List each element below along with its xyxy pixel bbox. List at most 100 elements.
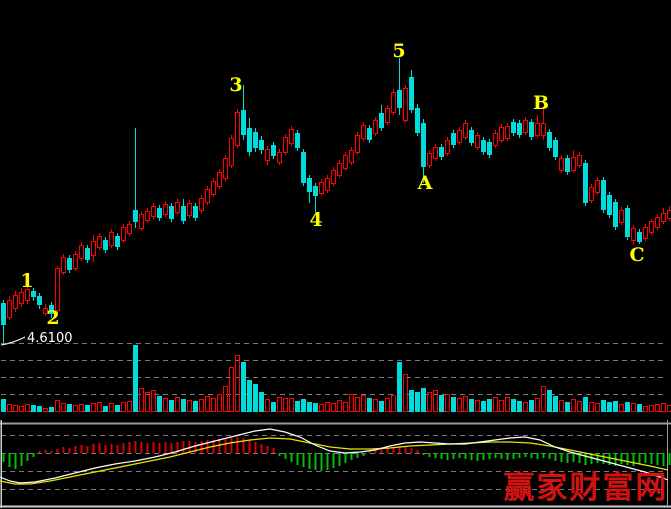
candle-body-up (355, 135, 360, 153)
volume-bar-up (391, 395, 396, 412)
candle-body-down (85, 248, 90, 260)
wave-label-C: C (629, 244, 644, 266)
candle-body-down (547, 132, 552, 148)
candle-body-down (193, 206, 198, 218)
candle-body-up (649, 221, 654, 233)
candle-body-up (79, 245, 84, 259)
candle-body-up (571, 157, 576, 171)
volume-bar-up (205, 396, 210, 412)
candle-body-down (553, 140, 558, 157)
volume-bar-up (145, 392, 150, 412)
volume-bar-down (367, 398, 372, 412)
candle-body-down (259, 140, 264, 150)
candle-body-up (505, 126, 510, 139)
candle-body-up (373, 120, 378, 134)
volume-bar-down (169, 400, 174, 412)
candle-body-up (661, 213, 666, 222)
candle-body-up (139, 214, 144, 229)
candle-body-up (463, 123, 468, 138)
volume-bar-down (439, 395, 444, 412)
candle-body-up (337, 163, 342, 176)
volume-bar-up (667, 405, 671, 412)
candle-body-up (331, 170, 336, 184)
volume-bar-up (163, 398, 168, 412)
candle-body-down (487, 142, 492, 155)
candle-body-down (511, 122, 516, 133)
candle-body-up (217, 172, 222, 187)
volume-bar-up (433, 390, 438, 412)
candle-body-down (583, 163, 588, 203)
candle-body-up (19, 292, 24, 304)
volume-bar-down (553, 396, 558, 412)
volume-bar-up (43, 408, 48, 412)
volume-bar-up (499, 400, 504, 412)
volume-bar-up (631, 403, 636, 412)
candle-body-down (625, 208, 630, 237)
candle-body-up (325, 178, 330, 191)
volume-bar-up (457, 398, 462, 412)
volume-bar-down (31, 405, 36, 412)
candle-body-up (535, 123, 540, 136)
candle-body-down (271, 145, 276, 156)
candle-body-up (55, 268, 60, 311)
volume-bar-up (661, 403, 666, 412)
candle-body-up (457, 130, 462, 143)
candle-body-up (265, 149, 270, 161)
candle-body-up (145, 211, 150, 221)
dif-line (0, 428, 669, 484)
volume-bar-up (343, 402, 348, 412)
volume-bar-down (295, 401, 300, 412)
volume-bar-down (397, 362, 402, 412)
candle-body-down (451, 133, 456, 145)
site-watermark: 赢家财富网 (504, 470, 669, 506)
candle-body-down (133, 210, 138, 222)
volume-bar-down (271, 402, 276, 412)
volume-bar-up (199, 399, 204, 412)
volume-bar-down (451, 397, 456, 412)
candle-body-down (529, 122, 534, 137)
candle-body-down (307, 178, 312, 192)
volume-bar-up (121, 402, 126, 412)
volume-bar-up (55, 400, 60, 412)
volume-bar-up (655, 404, 660, 412)
candle-body-down (439, 147, 444, 157)
candle-body-up (655, 217, 660, 228)
volume-bar-up (235, 355, 240, 412)
candle-body-down (241, 110, 246, 135)
candle-body-up (391, 92, 396, 113)
candle-body-up (61, 257, 66, 273)
volume-bar-up (385, 398, 390, 412)
candle-body-down (613, 202, 618, 227)
candle-body-up (361, 125, 366, 139)
volume-bar-down (49, 407, 54, 412)
candle-body-up (277, 152, 282, 163)
volume-bar-down (409, 390, 414, 412)
volume-bar-up (175, 397, 180, 412)
volume-bar-up (61, 403, 66, 412)
candle-body-down (115, 236, 120, 247)
candle-body-up (433, 147, 438, 159)
volume-bar-up (283, 398, 288, 412)
candle-body-up (319, 182, 324, 194)
wave-label-3: 3 (229, 74, 242, 96)
candle-body-up (403, 88, 408, 121)
volume-bar-down (487, 399, 492, 412)
volume-bar-down (529, 400, 534, 412)
candle-body-up (175, 202, 180, 213)
volume-bar-down (421, 388, 426, 412)
candle-body-up (7, 300, 12, 318)
volume-bar-down (565, 402, 570, 412)
volume-bar-down (241, 362, 246, 412)
volume-bar-down (157, 396, 162, 412)
candle-body-up (427, 153, 432, 166)
volume-bar-up (139, 388, 144, 412)
candle-body-up (163, 204, 168, 215)
candle-body-down (607, 195, 612, 215)
volume-bar-down (301, 399, 306, 412)
volume-bar-up (223, 386, 228, 412)
volume-bar-up (151, 390, 156, 412)
candle-body-up (499, 127, 504, 141)
candle-body-down (37, 296, 42, 305)
